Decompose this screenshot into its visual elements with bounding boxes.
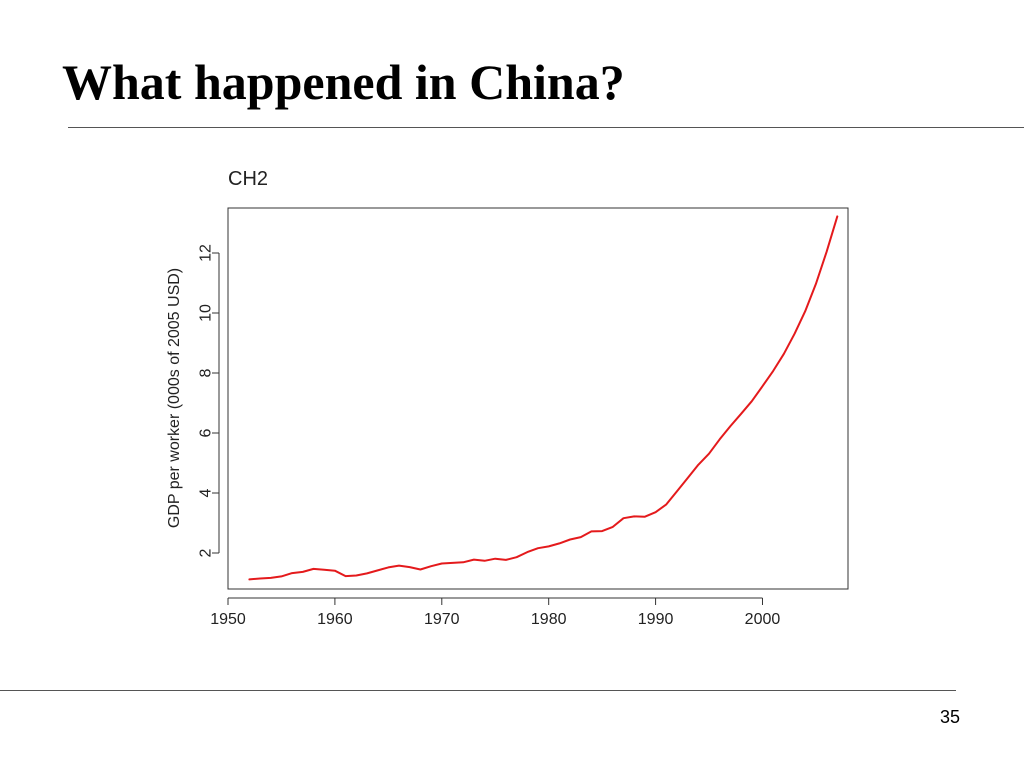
title-divider xyxy=(68,127,1024,128)
x-axis: 1950 1960 1970 1980 1990 2000 xyxy=(210,597,781,628)
y-tick-label: 4 xyxy=(198,488,215,497)
chart-title: CH2 xyxy=(228,168,268,190)
series-layer xyxy=(248,215,839,581)
page-number: 35 xyxy=(939,707,960,727)
y-tick-label: 2 xyxy=(198,548,215,557)
series-line xyxy=(248,215,839,581)
gdp-line-chart: CH2 1950 1960 1970 1980 1990 2000 2 4 6 8 10 12 GD… xyxy=(166,168,849,628)
y-tick-label: 10 xyxy=(198,304,215,322)
x-tick-label: 1960 xyxy=(317,611,353,628)
y-tick-label: 8 xyxy=(198,368,215,377)
plot-frame xyxy=(227,207,849,590)
x-tick-label: 1980 xyxy=(531,611,567,628)
y-tick-label: 6 xyxy=(198,428,215,437)
x-tick-label: 1950 xyxy=(210,611,246,628)
y-tick-label: 12 xyxy=(198,244,215,262)
slide-title: What happened in China? xyxy=(62,54,625,110)
x-tick-label: 1990 xyxy=(638,611,674,628)
footer-divider xyxy=(0,690,956,691)
x-tick-label: 2000 xyxy=(745,611,781,628)
y-axis-label: GDP per worker (000s of 2005 USD) xyxy=(166,268,183,528)
x-tick-label: 1970 xyxy=(424,611,460,628)
y-axis: 2 4 6 8 10 12 xyxy=(198,244,220,557)
